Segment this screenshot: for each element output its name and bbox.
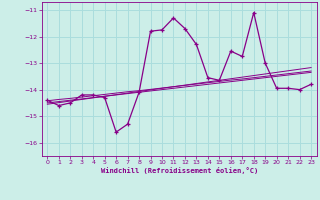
X-axis label: Windchill (Refroidissement éolien,°C): Windchill (Refroidissement éolien,°C)	[100, 167, 258, 174]
